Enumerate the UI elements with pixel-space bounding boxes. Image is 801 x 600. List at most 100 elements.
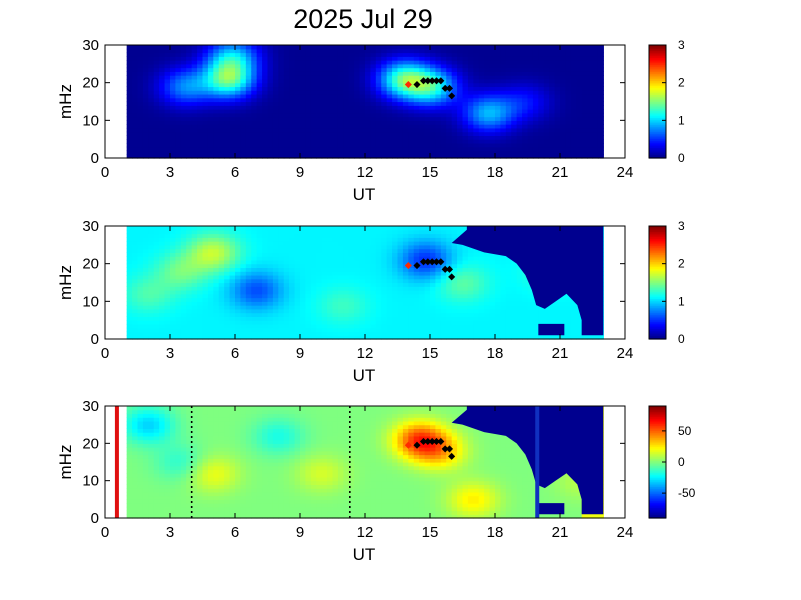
heatmap-cell [310, 60, 317, 65]
heatmap-cell [419, 293, 426, 299]
colorbar-segment [649, 55, 666, 58]
heatmap-cell [202, 252, 209, 257]
heatmap-cell [419, 241, 426, 246]
heatmap-cell [327, 320, 334, 325]
heatmap-cell [375, 120, 382, 125]
heatmap-cell [354, 312, 361, 317]
heatmap-cell [142, 327, 149, 333]
heatmap-cell [581, 75, 588, 80]
heatmap-cell [235, 252, 242, 257]
heatmap-cell [386, 229, 393, 235]
heatmap-cell [381, 86, 388, 91]
heatmap-cell [375, 109, 382, 114]
heatmap-cell [354, 127, 361, 133]
heatmap-cell [478, 323, 485, 329]
heatmap-cell [294, 305, 301, 310]
heatmap-cell [446, 286, 453, 291]
heatmap-cell [538, 135, 545, 140]
heatmap-cell [191, 112, 198, 118]
heatmap-cell [289, 56, 296, 61]
heatmap-cell [549, 105, 556, 110]
heatmap-cell [332, 120, 339, 125]
heatmap-cell [126, 71, 133, 76]
heatmap-cell [245, 229, 252, 235]
heatmap-cell [359, 229, 366, 235]
heatmap-cell [397, 75, 404, 80]
heatmap-cell [370, 154, 377, 159]
heatmap-cell [424, 127, 431, 133]
heatmap-cell [272, 150, 279, 155]
heatmap-cell [408, 237, 415, 242]
heatmap-cell [532, 63, 539, 69]
heatmap-cell [321, 244, 328, 250]
colorbar-segment [649, 143, 666, 147]
heatmap-cell [419, 146, 426, 152]
heatmap-cell [197, 82, 204, 88]
heatmap-cell [235, 45, 242, 50]
heatmap-cell [321, 154, 328, 159]
heatmap-cell [386, 248, 393, 253]
heatmap-cell [251, 256, 258, 261]
heatmap-cell [321, 101, 328, 106]
heatmap-cell [294, 67, 301, 72]
heatmap-cell [332, 142, 339, 148]
heatmap-cell [251, 323, 258, 329]
heatmap-cell [148, 237, 155, 242]
heatmap-cell [294, 312, 301, 317]
heatmap-cell [321, 135, 328, 140]
heatmap-cell [527, 112, 534, 118]
heatmap-cell [408, 305, 415, 310]
heatmap-cell [267, 274, 274, 280]
heatmap-cell [164, 63, 171, 69]
heatmap-cell [462, 131, 469, 136]
event-marker [437, 77, 445, 85]
heatmap-cell [229, 241, 236, 246]
heatmap-cell [159, 259, 166, 265]
heatmap-cell [245, 320, 252, 325]
heatmap-cell [289, 323, 296, 329]
heatmap-cell [560, 63, 567, 69]
heatmap-cell [337, 63, 344, 69]
heatmap-cell [245, 233, 252, 238]
heatmap-cell [457, 105, 464, 110]
heatmap-cell [235, 297, 242, 302]
heatmap-cell [511, 150, 518, 155]
heatmap-cell [505, 82, 512, 88]
heatmap-cell [402, 86, 409, 91]
heatmap-cell [457, 142, 464, 148]
heatmap-cell [451, 71, 458, 76]
heatmap-cell [240, 67, 247, 72]
heatmap-cell [370, 263, 377, 269]
heatmap-cell [440, 124, 447, 129]
heatmap-cell [505, 146, 512, 152]
heatmap-cell [554, 78, 561, 84]
heatmap-cell [354, 237, 361, 242]
heatmap-cell [532, 135, 539, 140]
heatmap-cell [267, 241, 274, 246]
heatmap-cell [207, 241, 214, 246]
heatmap-cell [451, 63, 458, 69]
heatmap-cell [462, 63, 469, 69]
heatmap-cell [267, 293, 274, 299]
heatmap-cell [500, 154, 507, 159]
heatmap-cell [332, 75, 339, 80]
heatmap-cell [343, 139, 350, 144]
heatmap-cell [283, 290, 290, 295]
heatmap-cell [159, 335, 166, 340]
heatmap-cell [289, 124, 296, 129]
heatmap-cell [148, 120, 155, 125]
heatmap-cell [549, 71, 556, 76]
heatmap-cell [256, 105, 263, 110]
heatmap-cell [576, 90, 583, 95]
heatmap-cell [484, 312, 491, 317]
heatmap-cell [397, 226, 404, 231]
heatmap-cell [305, 120, 312, 125]
heatmap-cell [467, 323, 474, 329]
heatmap-cell [527, 135, 534, 140]
heatmap-cell [224, 105, 231, 110]
heatmap-cell [576, 75, 583, 80]
heatmap-cell [527, 67, 534, 72]
heatmap-cell [245, 93, 252, 99]
heatmap-cell [207, 256, 214, 261]
heatmap-cell [191, 82, 198, 88]
